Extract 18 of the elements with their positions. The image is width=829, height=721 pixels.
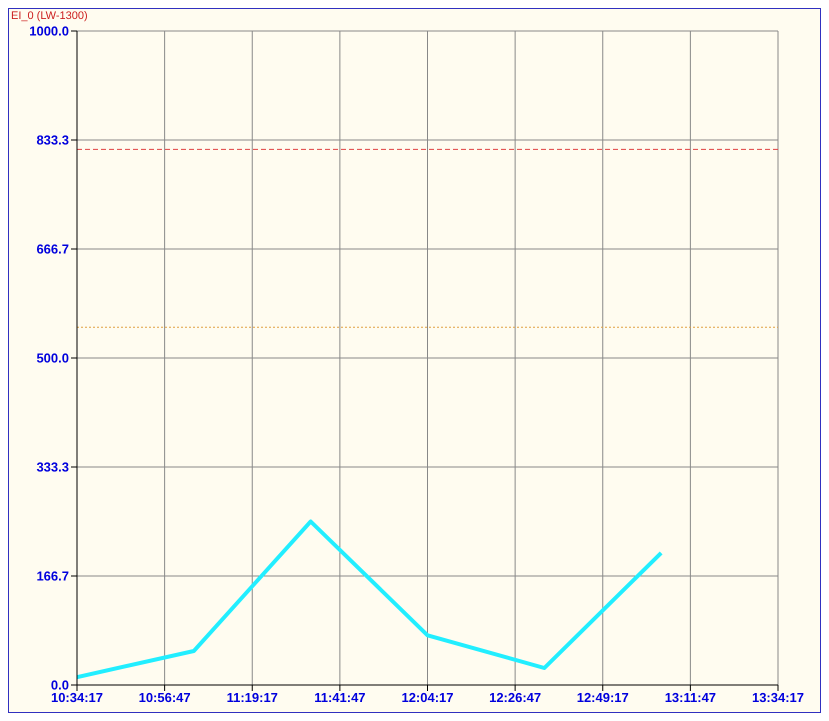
x-tick-label: 11:41:47 xyxy=(314,690,366,706)
y-tick-label: 833.3 xyxy=(36,132,69,148)
x-tick-label: 10:56:47 xyxy=(138,690,191,706)
y-tick-label: 0.0 xyxy=(50,678,69,693)
x-tick-label: 11:19:17 xyxy=(226,690,278,706)
x-tick-label: 10:34:17 xyxy=(50,690,104,706)
x-tick-label: 12:26:47 xyxy=(489,690,542,706)
y-tick-label: 666.7 xyxy=(36,242,69,257)
y-tick-label: 333.3 xyxy=(36,460,69,475)
chart-title: EI_0 (LW-1300) xyxy=(11,10,88,22)
x-tick-label: 13:11:47 xyxy=(664,690,716,706)
x-tick-label: 13:34:17 xyxy=(752,690,804,706)
line-series xyxy=(77,520,664,680)
y-tick-label: 1000.0 xyxy=(29,24,69,39)
y-tick-label: 166.7 xyxy=(36,568,69,584)
y-tick-label: 500.0 xyxy=(36,350,69,366)
x-tick-label: 12:04:17 xyxy=(401,690,454,706)
x-tick-label: 12:49:17 xyxy=(576,690,629,706)
